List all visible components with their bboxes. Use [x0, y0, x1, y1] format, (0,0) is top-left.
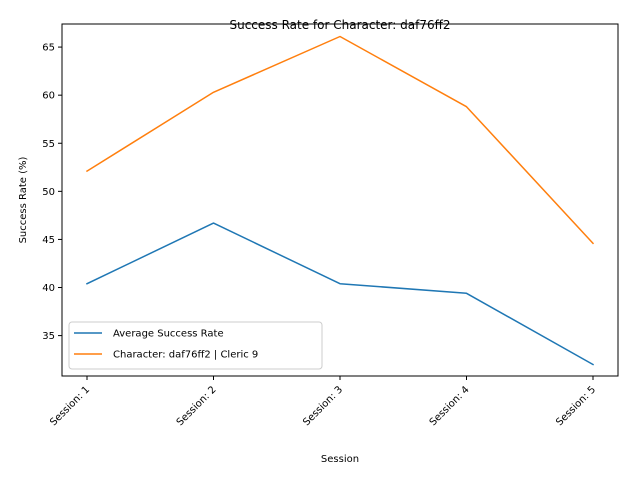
- legend-box: [68, 321, 323, 370]
- legend-label-1: Average Success Rate: [113, 329, 224, 340]
- series-line-1: [85, 222, 595, 366]
- y-tick-label: 55: [42, 139, 55, 150]
- y-tick-label: 65: [42, 43, 55, 54]
- y-tick-label: 35: [42, 331, 55, 342]
- legend-label-2: Character: daf76ff2 | Cleric 9: [113, 350, 258, 361]
- y-tick-label: 40: [42, 283, 55, 294]
- y-tick-label: 45: [42, 235, 55, 246]
- series-line-2: [85, 35, 595, 245]
- y-tick-label: 50: [42, 187, 55, 198]
- y-axis: 35 40 45 50 55 60 65: [42, 43, 62, 342]
- x-axis-label: Session: [321, 454, 359, 465]
- series-layer: [85, 35, 595, 366]
- y-tick-label: 60: [42, 91, 55, 102]
- chart-title: Success Rate for Character: daf76ff2: [229, 18, 450, 32]
- y-axis-label: Success Rate (%): [18, 156, 29, 243]
- legend: Average Success Rate Character: daf76ff2 …: [68, 321, 323, 370]
